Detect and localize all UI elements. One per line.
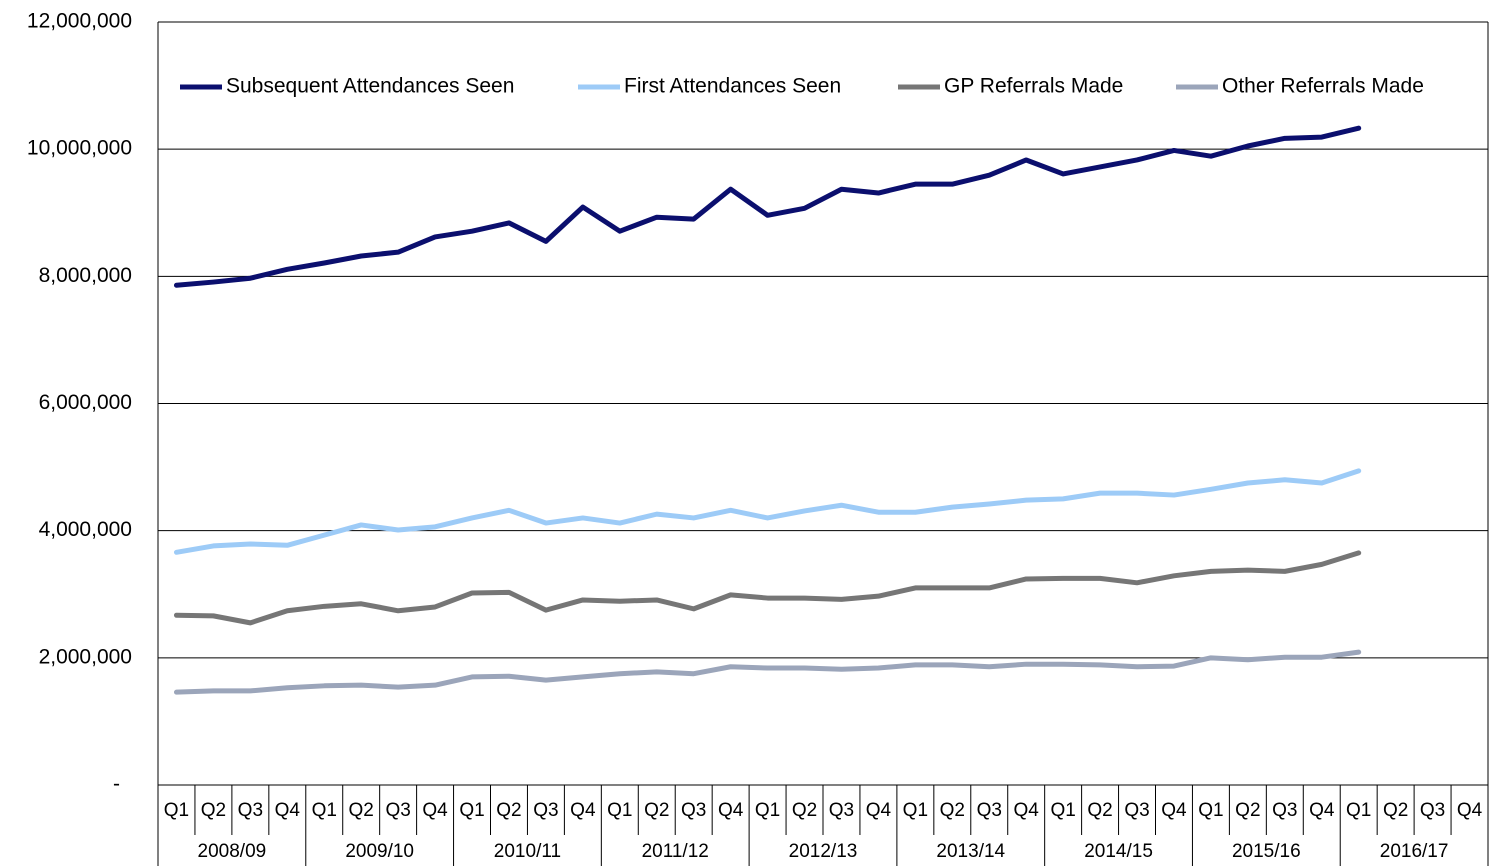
x-tick-label: Q3: [681, 800, 706, 821]
series-line: [173, 468, 1362, 555]
legend-label: Subsequent Attendances Seen: [226, 75, 514, 98]
y-tick-label: -: [113, 773, 120, 796]
x-tick-label: Q4: [275, 800, 301, 821]
x-tick-label: Q3: [1124, 800, 1149, 821]
x-tick-label: Q3: [385, 800, 410, 821]
legend-label: First Attendances Seen: [624, 75, 841, 98]
y-tick-label: 12,000,000: [27, 10, 132, 33]
x-group-label: 2014/15: [1084, 841, 1153, 862]
x-tick-label: Q1: [903, 800, 928, 821]
x-group-label: 2015/16: [1232, 841, 1301, 862]
legend-label: Other Referrals Made: [1222, 75, 1424, 98]
y-tick-label: 6,000,000: [39, 391, 132, 414]
x-tick-label: Q4: [1309, 800, 1335, 821]
x-tick-label: Q4: [718, 800, 744, 821]
x-tick-label: Q3: [533, 800, 558, 821]
x-tick-label: Q1: [1050, 800, 1075, 821]
x-tick-label: Q2: [201, 800, 226, 821]
x-tick-label: Q3: [1420, 800, 1445, 821]
x-tick-label: Q4: [570, 800, 596, 821]
y-tick-label: 2,000,000: [39, 645, 132, 668]
x-tick-label: Q2: [1087, 800, 1112, 821]
x-tick-label: Q1: [607, 800, 632, 821]
x-tick-label: Q1: [1346, 800, 1371, 821]
x-tick-label: Q2: [1383, 800, 1408, 821]
y-tick-label: 4,000,000: [39, 518, 132, 541]
x-tick-label: Q3: [238, 800, 263, 821]
x-tick-label: Q1: [312, 800, 337, 821]
x-tick-label: Q2: [644, 800, 669, 821]
x-tick-label: Q2: [349, 800, 374, 821]
x-tick-label: Q4: [1014, 800, 1040, 821]
x-group-label: 2009/10: [345, 841, 414, 862]
x-group-label: 2008/09: [198, 841, 267, 862]
x-tick-label: Q2: [940, 800, 965, 821]
x-tick-label: Q4: [866, 800, 892, 821]
x-tick-label: Q1: [1198, 800, 1223, 821]
x-tick-label: Q4: [1161, 800, 1187, 821]
y-tick-label: 10,000,000: [27, 137, 132, 160]
x-group-label: 2016/17: [1380, 841, 1449, 862]
x-group-label: 2011/12: [642, 841, 709, 862]
x-tick-label: Q3: [829, 800, 854, 821]
x-tick-label: Q1: [459, 800, 484, 821]
legend-label: GP Referrals Made: [944, 75, 1123, 98]
x-tick-label: Q1: [164, 800, 189, 821]
x-tick-label: Q1: [755, 800, 780, 821]
series-line: [173, 550, 1362, 626]
x-tick-label: Q4: [422, 800, 448, 821]
x-group-label: 2012/13: [789, 841, 858, 862]
series-line: [173, 649, 1362, 695]
x-group-label: 2013/14: [936, 841, 1005, 862]
x-tick-label: Q3: [1272, 800, 1297, 821]
y-tick-label: 8,000,000: [39, 264, 132, 287]
x-tick-label: Q3: [977, 800, 1002, 821]
x-tick-label: Q2: [496, 800, 521, 821]
x-group-label: 2010/11: [494, 841, 561, 862]
x-tick-label: Q2: [1235, 800, 1260, 821]
series-line: [173, 125, 1362, 288]
x-tick-label: Q2: [792, 800, 817, 821]
x-tick-label: Q4: [1457, 800, 1483, 821]
